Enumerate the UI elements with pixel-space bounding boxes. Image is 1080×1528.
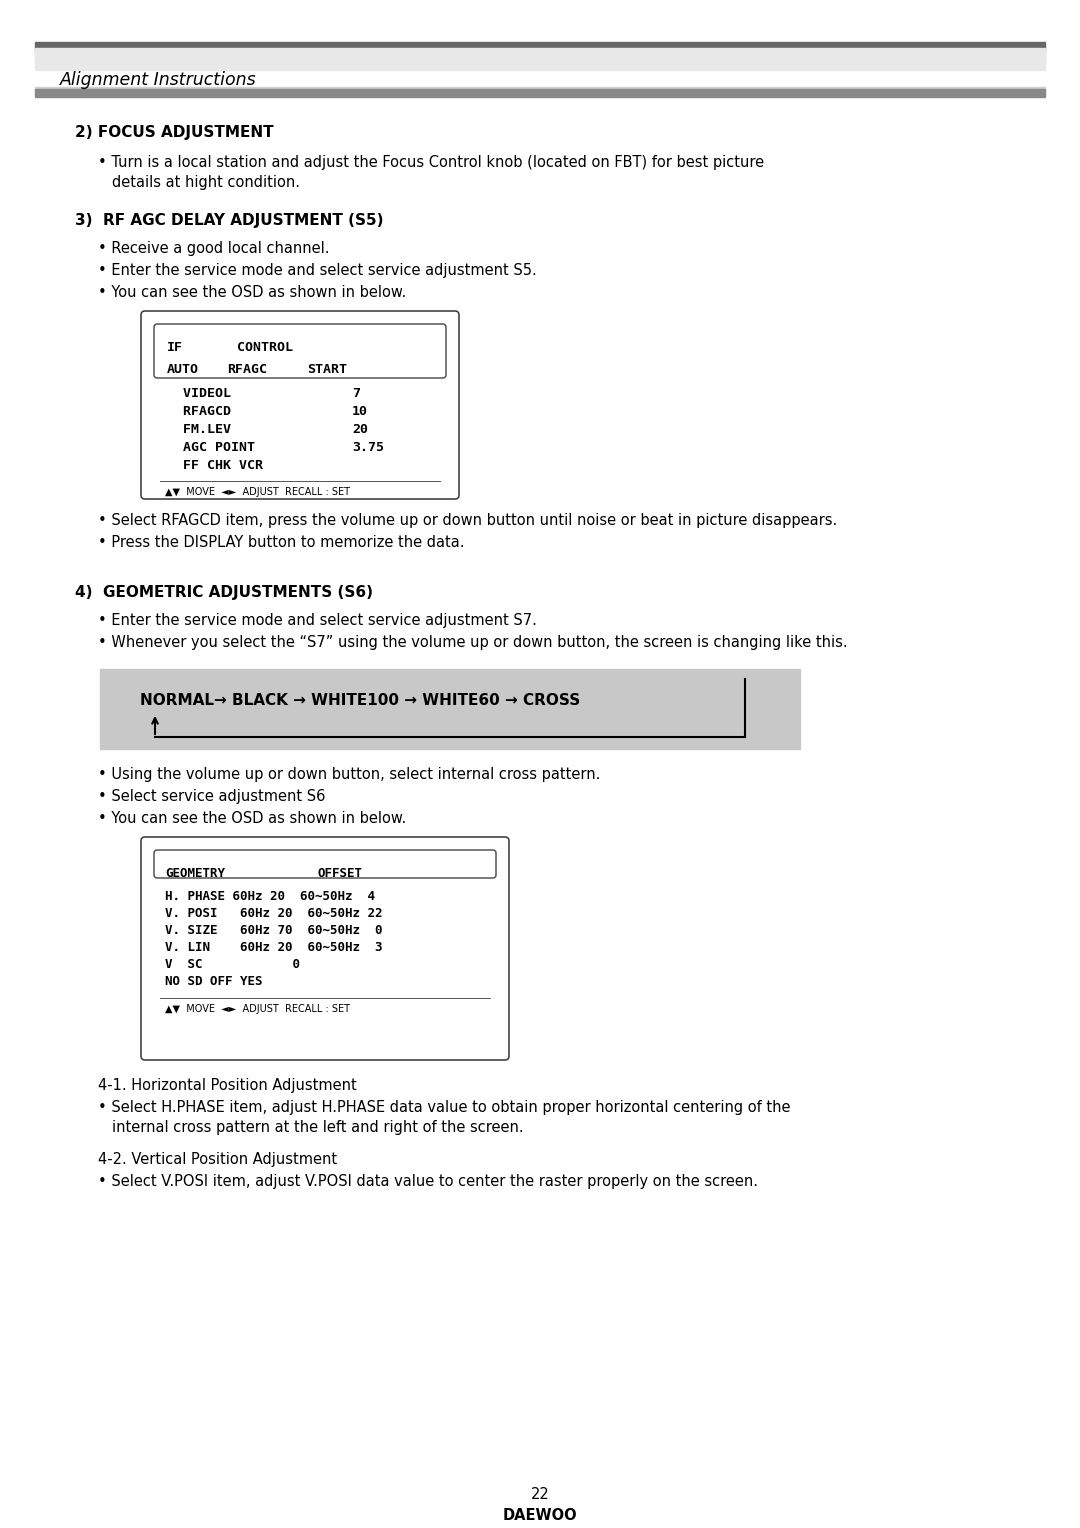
Bar [35, 87, 1045, 92]
Text: AGC POINT: AGC POINT [167, 442, 255, 454]
Text: internal cross pattern at the left and right of the screen.: internal cross pattern at the left and r… [112, 1120, 524, 1135]
Text: • Enter the service mode and select service adjustment S5.: • Enter the service mode and select serv… [98, 263, 537, 278]
Bar [35, 53, 1045, 63]
Text: 4-2. Vertical Position Adjustment: 4-2. Vertical Position Adjustment [98, 1152, 337, 1167]
FancyBboxPatch shape [141, 837, 509, 1060]
Text: H. PHASE 60Hz 20  60~50Hz  4: H. PHASE 60Hz 20 60~50Hz 4 [165, 889, 375, 903]
Bar [35, 47, 1045, 70]
Text: • Select service adjustment S6: • Select service adjustment S6 [98, 788, 325, 804]
Text: IF: IF [167, 341, 183, 354]
Bar [100, 669, 800, 749]
Text: 4-1. Horizontal Position Adjustment: 4-1. Horizontal Position Adjustment [98, 1077, 356, 1093]
Text: 22: 22 [530, 1487, 550, 1502]
Text: • Whenever you select the “S7” using the volume up or down button, the screen is: • Whenever you select the “S7” using the… [98, 636, 848, 649]
Text: 3.75: 3.75 [352, 442, 384, 454]
Text: V. SIZE   60Hz 70  60~50Hz  0: V. SIZE 60Hz 70 60~50Hz 0 [165, 924, 382, 937]
Text: • Enter the service mode and select service adjustment S7.: • Enter the service mode and select serv… [98, 613, 537, 628]
Text: NO SD OFF YES: NO SD OFF YES [165, 975, 262, 989]
Text: FM.LEV: FM.LEV [167, 423, 231, 435]
Text: • Press the DISPLAY button to memorize the data.: • Press the DISPLAY button to memorize t… [98, 535, 464, 550]
Bar [35, 89, 1045, 96]
Text: 7: 7 [352, 387, 360, 400]
Text: VIDEOL: VIDEOL [167, 387, 231, 400]
Text: • Turn is a local station and adjust the Focus Control knob (located on FBT) for: • Turn is a local station and adjust the… [98, 154, 765, 170]
FancyBboxPatch shape [141, 312, 459, 500]
Text: V. POSI   60Hz 20  60~50Hz 22: V. POSI 60Hz 20 60~50Hz 22 [165, 908, 382, 920]
Text: • You can see the OSD as shown in below.: • You can see the OSD as shown in below. [98, 811, 406, 827]
Text: START: START [307, 364, 347, 376]
Text: 10: 10 [352, 405, 368, 419]
FancyBboxPatch shape [154, 324, 446, 377]
Text: V  SC            0: V SC 0 [165, 958, 300, 970]
Text: • Select H.PHASE item, adjust H.PHASE data value to obtain proper horizontal cen: • Select H.PHASE item, adjust H.PHASE da… [98, 1100, 791, 1115]
Text: V. LIN    60Hz 20  60~50Hz  3: V. LIN 60Hz 20 60~50Hz 3 [165, 941, 382, 953]
Text: 4)  GEOMETRIC ADJUSTMENTS (S6): 4) GEOMETRIC ADJUSTMENTS (S6) [75, 585, 373, 601]
Text: 3)  RF AGC DELAY ADJUSTMENT (S5): 3) RF AGC DELAY ADJUSTMENT (S5) [75, 212, 383, 228]
Text: OFFSET: OFFSET [318, 866, 362, 880]
Text: RFAGCD: RFAGCD [167, 405, 231, 419]
Text: GEOMETRY: GEOMETRY [165, 866, 225, 880]
Text: • Receive a good local channel.: • Receive a good local channel. [98, 241, 329, 257]
Text: DAEWOO: DAEWOO [502, 1508, 578, 1523]
Text: ▲▼  MOVE  ◄►  ADJUST  RECALL : SET: ▲▼ MOVE ◄► ADJUST RECALL : SET [165, 487, 350, 497]
Text: NORMAL→ BLACK → WHITE100 → WHITE60 → CROSS: NORMAL→ BLACK → WHITE100 → WHITE60 → CRO… [140, 694, 580, 707]
FancyBboxPatch shape [154, 850, 496, 879]
Text: • You can see the OSD as shown in below.: • You can see the OSD as shown in below. [98, 286, 406, 299]
Text: AUTO: AUTO [167, 364, 199, 376]
Text: details at hight condition.: details at hight condition. [112, 176, 300, 189]
Text: FF CHK VCR: FF CHK VCR [167, 458, 264, 472]
Text: ▲▼  MOVE  ◄►  ADJUST  RECALL : SET: ▲▼ MOVE ◄► ADJUST RECALL : SET [165, 1004, 350, 1015]
Text: RFAGC: RFAGC [227, 364, 267, 376]
Text: Alignment Instructions: Alignment Instructions [60, 70, 257, 89]
Text: 2) FOCUS ADJUSTMENT: 2) FOCUS ADJUSTMENT [75, 125, 273, 141]
Text: CONTROL: CONTROL [237, 341, 293, 354]
Text: • Using the volume up or down button, select internal cross pattern.: • Using the volume up or down button, se… [98, 767, 600, 782]
Text: 20: 20 [352, 423, 368, 435]
Bar [35, 41, 1045, 52]
Text: • Select V.POSI item, adjust V.POSI data value to center the raster properly on : • Select V.POSI item, adjust V.POSI data… [98, 1174, 758, 1189]
Text: • Select RFAGCD item, press the volume up or down button until noise or beat in : • Select RFAGCD item, press the volume u… [98, 513, 837, 529]
